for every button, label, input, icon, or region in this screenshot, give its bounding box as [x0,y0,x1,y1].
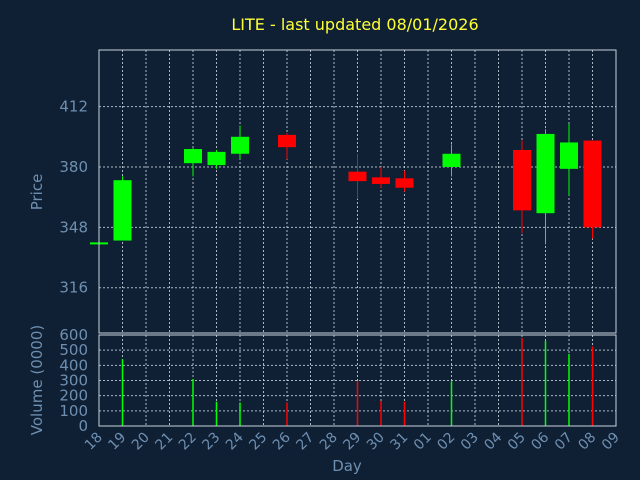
candle-body [184,149,202,164]
x-tick-label: 02 [434,430,458,454]
x-tick-label: 20 [129,430,153,454]
volume-y-tick-label: 100 [59,402,88,420]
x-tick-label: 30 [364,430,388,454]
volume-y-tick-label: 600 [59,326,88,344]
x-tick-label: 05 [505,430,529,454]
candle-body [513,149,531,211]
candle-body [583,140,602,228]
x-tick-label: 27 [293,430,317,454]
candle-body [231,136,249,154]
x-tick-label: 03 [458,430,482,454]
volume-y-tick-label: 500 [59,341,88,359]
price-panel: 316 348 380 412 Price [28,49,617,334]
x-tick-label: 19 [105,430,129,454]
volume-plot-frame [98,334,617,427]
price-y-tick-label: 316 [59,279,88,297]
candle-body [278,134,296,148]
volume-y-tick-label: 300 [59,372,88,390]
x-tick-label: 01 [411,430,435,454]
x-tick-label: 09 [599,430,623,454]
x-tick-label: 23 [199,430,223,454]
x-tick-label: 07 [552,430,576,454]
chart-title: LITE - last updated 08/01/2026 [231,15,478,34]
price-y-ticks: 316 348 380 412 [59,98,88,297]
price-y-tick-label: 348 [59,218,88,236]
x-tick-label: 31 [387,430,411,454]
x-tick-label: 08 [575,430,599,454]
x-axis-label: Day [332,457,362,475]
volume-y-tick-label: 0 [78,417,88,435]
candle-body [348,171,367,182]
candle-body [536,133,555,214]
candle-body [207,151,226,166]
x-tick-label: 24 [223,429,247,453]
candle-body [395,178,414,188]
price-y-tick-label: 412 [59,98,88,116]
candle-body [372,177,390,184]
x-tick-label: 29 [340,430,364,454]
price-y-axis-label: Price [28,174,46,211]
candle-body [113,180,132,241]
x-tick-label: 22 [176,430,200,454]
x-tick-label: 25 [246,430,270,454]
price-candles [90,123,602,245]
x-tick-label: 04 [481,429,505,453]
price-y-tick-label: 380 [59,158,88,176]
volume-y-axis-label: Volume (0000) [28,325,46,435]
volume-bars [121,338,594,426]
volume-y-tick-label: 200 [59,387,88,405]
candle-body [560,142,578,169]
candle-body [442,153,461,167]
x-tick-label: 21 [152,430,176,454]
x-tick-label: 28 [317,430,341,454]
volume-y-tick-label: 400 [59,356,88,374]
price-plot-frame [98,49,617,334]
x-tick-label: 26 [270,429,294,453]
x-tick-labels: 18 19 20 21 22 23 24 25 26 27 28 29 30 31 01 02 03 04 05 06… [82,429,623,453]
x-tick-label: 06 [528,429,552,453]
